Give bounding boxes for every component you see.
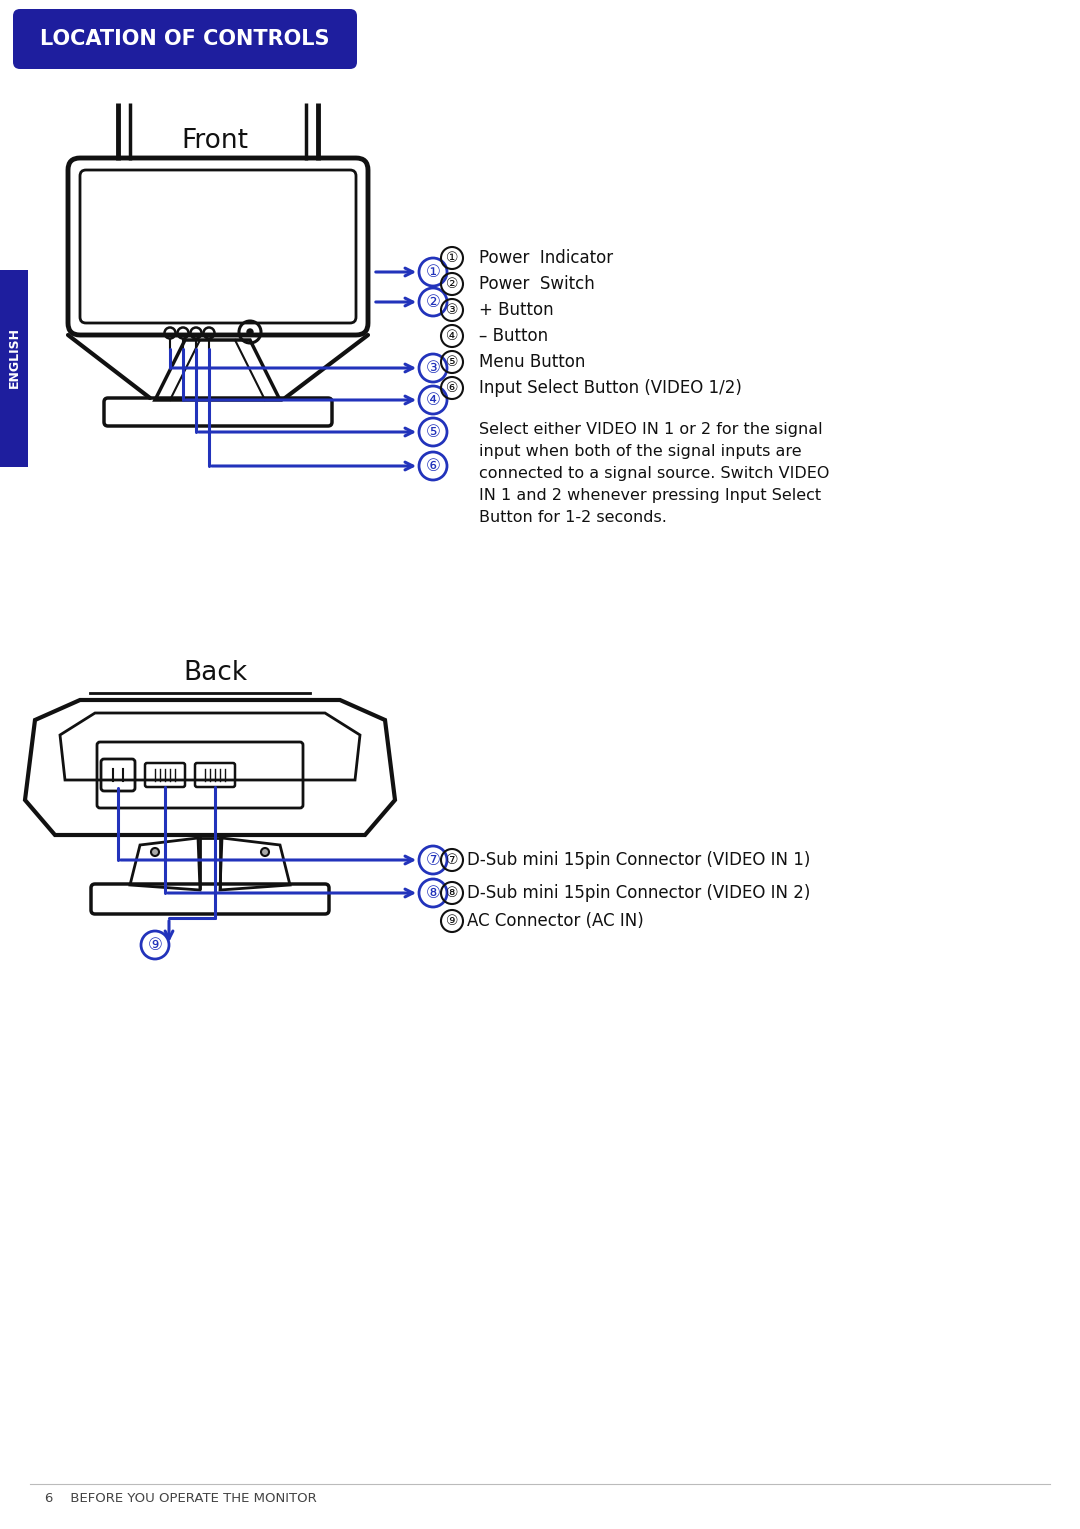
Text: + Button: + Button (480, 301, 554, 320)
FancyBboxPatch shape (0, 271, 28, 445)
Text: IN 1 and 2 whenever pressing Input Select: IN 1 and 2 whenever pressing Input Selec… (480, 488, 821, 503)
Text: ⑤: ⑤ (446, 355, 458, 368)
Text: Front: Front (181, 128, 248, 154)
Text: ①: ① (426, 263, 441, 281)
Text: ⑥: ⑥ (426, 457, 441, 476)
Text: ⑧: ⑧ (426, 884, 441, 902)
Text: Power  Indicator: Power Indicator (480, 249, 613, 268)
Text: ⑦: ⑦ (446, 853, 458, 867)
Text: connected to a signal source. Switch VIDEO: connected to a signal source. Switch VID… (480, 466, 829, 482)
Text: – Button: – Button (480, 327, 549, 346)
Text: Input Select Button (VIDEO 1/2): Input Select Button (VIDEO 1/2) (480, 379, 742, 398)
Text: LOCATION OF CONTROLS: LOCATION OF CONTROLS (40, 29, 329, 49)
Text: ④: ④ (426, 391, 441, 408)
Text: ②: ② (426, 294, 441, 310)
Text: ⑤: ⑤ (426, 424, 441, 440)
Text: 6    BEFORE YOU OPERATE THE MONITOR: 6 BEFORE YOU OPERATE THE MONITOR (45, 1491, 316, 1505)
Text: ③: ③ (426, 359, 441, 378)
Text: Back: Back (183, 661, 247, 687)
Text: ⑨: ⑨ (446, 914, 458, 928)
Text: ⑧: ⑧ (446, 885, 458, 901)
Circle shape (247, 329, 253, 335)
Text: ④: ④ (446, 329, 458, 342)
Text: ⑥: ⑥ (446, 381, 458, 394)
Circle shape (151, 849, 159, 856)
Text: Menu Button: Menu Button (480, 353, 585, 372)
Text: ⑨: ⑨ (148, 936, 162, 954)
Circle shape (261, 849, 269, 856)
Text: Power  Switch: Power Switch (480, 275, 595, 294)
Text: ENGLISH: ENGLISH (8, 327, 21, 388)
Text: Button for 1-2 seconds.: Button for 1-2 seconds. (480, 511, 666, 524)
Text: D-Sub mini 15pin Connector (VIDEO IN 1): D-Sub mini 15pin Connector (VIDEO IN 1) (467, 852, 810, 868)
Text: D-Sub mini 15pin Connector (VIDEO IN 2): D-Sub mini 15pin Connector (VIDEO IN 2) (467, 884, 810, 902)
Text: ②: ② (446, 277, 458, 291)
Text: ⑦: ⑦ (426, 852, 441, 868)
Text: Select either VIDEO IN 1 or 2 for the signal: Select either VIDEO IN 1 or 2 for the si… (480, 422, 823, 437)
Text: ①: ① (446, 251, 458, 265)
Text: ③: ③ (446, 303, 458, 317)
FancyBboxPatch shape (13, 9, 357, 69)
Text: AC Connector (AC IN): AC Connector (AC IN) (467, 911, 644, 930)
FancyBboxPatch shape (0, 445, 28, 466)
Text: input when both of the signal inputs are: input when both of the signal inputs are (480, 443, 801, 459)
